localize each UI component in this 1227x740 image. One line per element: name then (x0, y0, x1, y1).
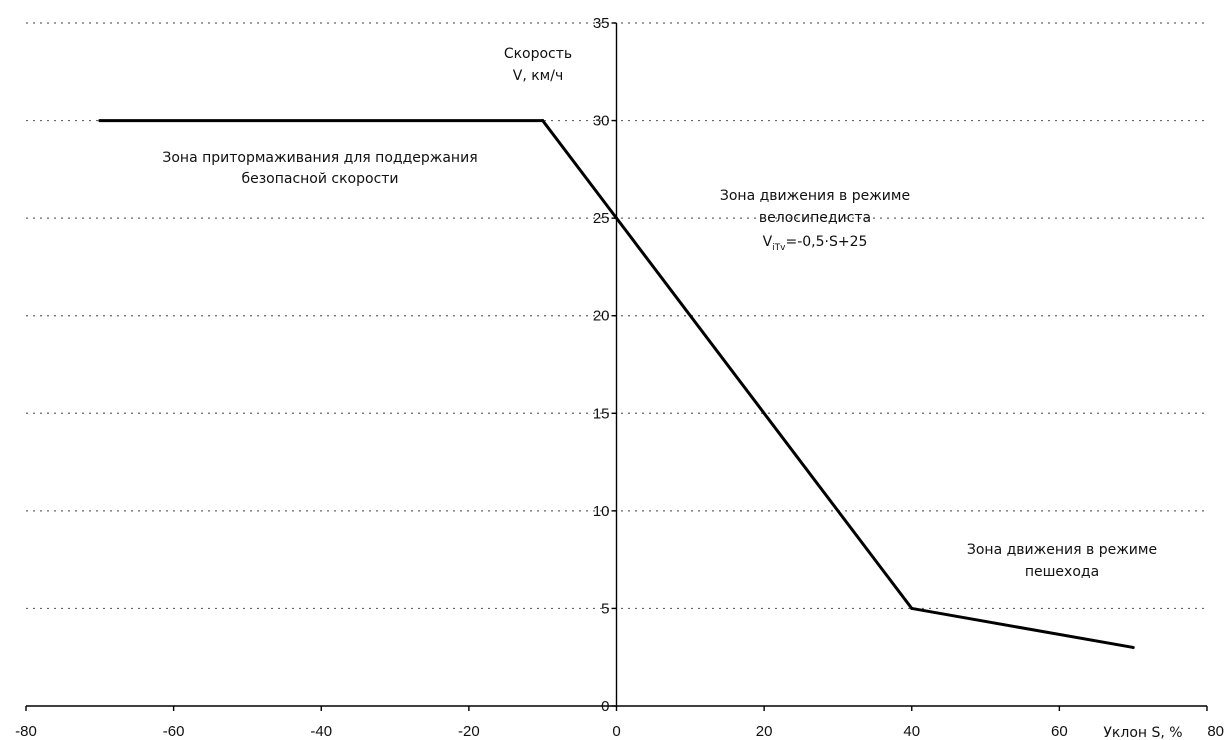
x-tick-label-20: 20 (756, 723, 773, 740)
cyclist-zone-label-line1: Зона движения в режиме (720, 188, 910, 204)
x-tick-labels: -80 -60 -40 -20 0 20 40 60 80 (15, 723, 1224, 740)
braking-zone-label-line2: безопасной скорости (241, 171, 398, 187)
x-axis-title: Уклон S, % (1103, 725, 1182, 740)
data-point-0 (98, 119, 102, 123)
data-point-4 (1131, 645, 1135, 649)
x-tick-label--60: -60 (163, 723, 185, 740)
y-axis-title-line1: Скорость (504, 46, 572, 62)
braking-zone-label-line1: Зона притормаживания для поддержания (162, 150, 477, 166)
x-tick-label-40: 40 (903, 723, 920, 740)
x-tick-label-60: 60 (1051, 723, 1068, 740)
y-tick-labels: 0 5 10 15 20 25 30 35 (593, 15, 610, 715)
data-point-1 (541, 119, 545, 123)
y-tick-label-15: 15 (593, 405, 610, 422)
y-axis-title-line2: V, км/ч (513, 68, 563, 84)
cyclist-zone-label-line2: велосипедиста (759, 210, 871, 226)
line-vertices (98, 119, 1135, 649)
y-tick-label-0: 0 (601, 698, 609, 715)
formula-subscript: iTv (772, 243, 786, 253)
pedestrian-zone-label-line2: пешехода (1025, 564, 1099, 580)
y-tick-label-5: 5 (601, 600, 609, 617)
data-point-2 (615, 216, 618, 220)
pedestrian-zone-label-line1: Зона движения в режиме (967, 542, 1157, 558)
x-tick-label--20: -20 (458, 723, 480, 740)
y-tick-label-30: 30 (593, 113, 610, 130)
formula-v: V (763, 234, 773, 250)
y-tick-label-20: 20 (593, 308, 610, 325)
cyclist-zone-formula: ViTv=-0,5·S+25 (763, 234, 868, 253)
x-tick-label-0: 0 (612, 723, 620, 740)
x-tick-label--80: -80 (15, 723, 37, 740)
data-point-3 (910, 606, 914, 610)
x-tick-label-80: 80 (1207, 723, 1224, 740)
x-tick-label--40: -40 (310, 723, 332, 740)
y-tick-label-25: 25 (593, 210, 610, 227)
tick-marks (25, 22, 1208, 711)
y-tick-label-10: 10 (593, 503, 610, 520)
formula-expression: =-0,5·S+25 (785, 234, 867, 250)
y-tick-label-35: 35 (593, 15, 610, 32)
